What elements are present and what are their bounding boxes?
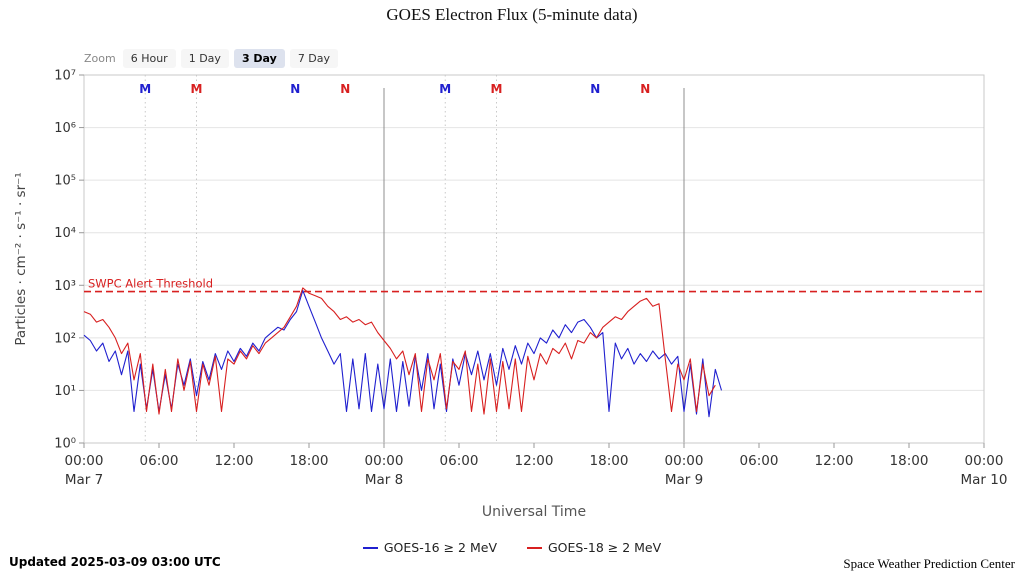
svg-text:10¹: 10¹ <box>54 384 76 399</box>
zoom-label: Zoom <box>84 52 116 65</box>
svg-text:18:00: 18:00 <box>890 453 929 469</box>
svg-text:00:00: 00:00 <box>665 453 704 469</box>
svg-text:06:00: 06:00 <box>440 453 479 469</box>
x-axis: 00:00 Mar 7 06:00 12:00 18:00 00:00 Mar 8 06:00… <box>65 443 1008 488</box>
flux-chart-plot[interactable]: 10⁰ 10¹ 10² 10³ 10⁴ 10⁵ 10⁶ 10⁷ 00:00 Mar 7 06:00 1… <box>0 0 1024 530</box>
swpc-credit: Space Weather Prediction Center <box>843 556 1015 571</box>
svg-text:10⁶: 10⁶ <box>54 121 76 136</box>
svg-text:M: M <box>439 82 451 96</box>
svg-text:18:00: 18:00 <box>290 453 329 469</box>
legend-label-goes16: GOES-16 ≥ 2 MeV <box>383 540 497 555</box>
svg-text:10²: 10² <box>54 331 76 346</box>
svg-text:10⁷: 10⁷ <box>54 69 76 84</box>
legend-item-goes16[interactable]: GOES-16 ≥ 2 MeV <box>362 540 497 555</box>
svg-text:M: M <box>491 82 503 96</box>
alert-threshold-label: SWPC Alert Threshold <box>88 277 213 291</box>
svg-text:18:00: 18:00 <box>590 453 629 469</box>
svg-text:N: N <box>290 82 300 96</box>
series-line-goes-16 <box>83 289 723 418</box>
x-axis-title: Universal Time <box>482 504 586 520</box>
page-title: GOES Electron Flux (5-minute data) <box>386 5 638 24</box>
svg-text:06:00: 06:00 <box>140 453 179 469</box>
goes16-line-swatch <box>362 546 378 549</box>
svg-text:Mar 7: Mar 7 <box>65 472 103 488</box>
legend-label-goes18: GOES-18 ≥ 2 MeV <box>548 540 662 555</box>
zoom-6hour-button[interactable]: 6 Hour <box>122 49 176 68</box>
y-axis: 10⁰ 10¹ 10² 10³ 10⁴ 10⁵ 10⁶ 10⁷ <box>54 69 84 452</box>
svg-text:N: N <box>640 82 650 96</box>
zoom-controls: Zoom 6 Hour 1 Day 3 Day 7 Day <box>84 49 339 68</box>
zoom-1day-button[interactable]: 1 Day <box>180 49 229 68</box>
series-line-goes-18 <box>83 287 716 415</box>
goes18-line-swatch <box>527 546 542 549</box>
day-boundary-lines <box>383 88 685 443</box>
svg-text:N: N <box>590 82 600 96</box>
zoom-3day-button[interactable]: 3 Day <box>233 49 285 68</box>
legend-item-goes18[interactable]: GOES-18 ≥ 2 MeV <box>527 540 661 555</box>
y-gridlines <box>84 127 984 391</box>
zoom-7day-button[interactable]: 7 Day <box>289 49 339 68</box>
svg-text:Mar 8: Mar 8 <box>365 472 403 488</box>
svg-text:06:00: 06:00 <box>740 453 779 469</box>
svg-text:12:00: 12:00 <box>815 453 854 469</box>
svg-text:10⁵: 10⁵ <box>54 174 76 189</box>
svg-text:M: M <box>191 82 203 96</box>
svg-text:10⁰: 10⁰ <box>54 437 76 452</box>
svg-text:10⁴: 10⁴ <box>54 226 76 241</box>
svg-text:12:00: 12:00 <box>515 453 554 469</box>
svg-text:M: M <box>139 82 151 96</box>
y-axis-title: Particles · cm⁻² · s⁻¹ · sr⁻¹ <box>13 172 29 345</box>
svg-text:Mar 10: Mar 10 <box>961 472 1008 488</box>
svg-text:00:00: 00:00 <box>365 453 404 469</box>
updated-timestamp: Updated 2025-03-09 03:00 UTC <box>9 555 221 569</box>
svg-text:00:00: 00:00 <box>65 453 104 469</box>
chart-legend: GOES-16 ≥ 2 MeV GOES-18 ≥ 2 MeV <box>0 540 1024 555</box>
satellite-midnight-gridlines <box>144 75 497 443</box>
svg-text:N: N <box>340 82 350 96</box>
svg-text:00:00: 00:00 <box>965 453 1004 469</box>
svg-text:12:00: 12:00 <box>215 453 254 469</box>
svg-text:10³: 10³ <box>54 279 76 294</box>
svg-text:Mar 9: Mar 9 <box>665 472 703 488</box>
